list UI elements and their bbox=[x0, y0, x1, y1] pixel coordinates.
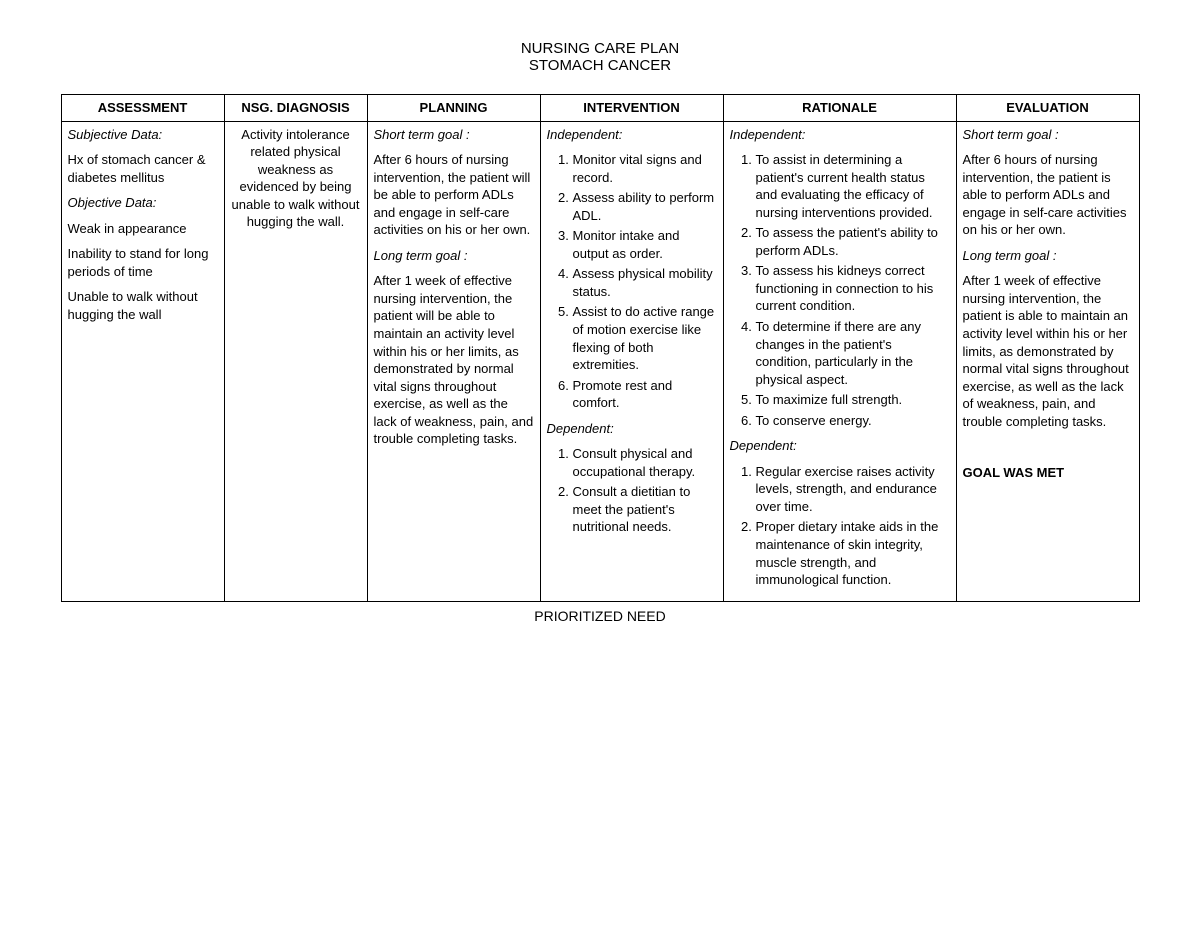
footer-label: PRIORITIZED NEED bbox=[20, 608, 1180, 624]
objective-label: Objective Data: bbox=[68, 194, 218, 212]
title-line2: STOMACH CANCER bbox=[20, 57, 1180, 74]
list-item: Regular exercise raises activity levels,… bbox=[756, 463, 950, 516]
list-item: To assess the patient's ability to perfo… bbox=[756, 224, 950, 259]
planning-short-text: After 6 hours of nursing intervention, t… bbox=[374, 151, 534, 239]
diagnosis-text: Activity intolerance related physical we… bbox=[232, 127, 360, 230]
intervention-dep-label: Dependent: bbox=[547, 420, 717, 438]
intervention-indep-label: Independent: bbox=[547, 126, 717, 144]
evaluation-long-text: After 1 week of effective nursing interv… bbox=[963, 272, 1133, 430]
header-intervention: INTERVENTION bbox=[540, 95, 723, 122]
objective-item: Weak in appearance bbox=[68, 220, 218, 238]
rationale-indep-label: Independent: bbox=[730, 126, 950, 144]
table-row: Subjective Data: Hx of stomach cancer & … bbox=[61, 121, 1139, 601]
cell-diagnosis: Activity intolerance related physical we… bbox=[224, 121, 367, 601]
list-item: Consult a dietitian to meet the patient'… bbox=[573, 483, 717, 536]
evaluation-long-label: Long term goal : bbox=[963, 247, 1133, 265]
rationale-dep-label: Dependent: bbox=[730, 437, 950, 455]
intervention-indep-list: Monitor vital signs and record. Assess a… bbox=[547, 151, 717, 412]
list-item: To determine if there are any changes in… bbox=[756, 318, 950, 388]
list-item: To maximize full strength. bbox=[756, 391, 950, 409]
header-planning: PLANNING bbox=[367, 95, 540, 122]
objective-item: Inability to stand for long periods of t… bbox=[68, 245, 218, 280]
list-item: Proper dietary intake aids in the mainte… bbox=[756, 518, 950, 588]
header-rationale: RATIONALE bbox=[723, 95, 956, 122]
title-line1: NURSING CARE PLAN bbox=[20, 40, 1180, 57]
cell-intervention: Independent: Monitor vital signs and rec… bbox=[540, 121, 723, 601]
planning-long-label: Long term goal : bbox=[374, 247, 534, 265]
evaluation-short-label: Short term goal : bbox=[963, 126, 1133, 144]
list-item: Assist to do active range of motion exer… bbox=[573, 303, 717, 373]
evaluation-short-text: After 6 hours of nursing intervention, t… bbox=[963, 151, 1133, 239]
list-item: Consult physical and occupational therap… bbox=[573, 445, 717, 480]
rationale-dep-list: Regular exercise raises activity levels,… bbox=[730, 463, 950, 589]
list-item: Monitor intake and output as order. bbox=[573, 227, 717, 262]
care-plan-table: ASSESSMENT NSG. DIAGNOSIS PLANNING INTER… bbox=[61, 94, 1140, 602]
table-header-row: ASSESSMENT NSG. DIAGNOSIS PLANNING INTER… bbox=[61, 95, 1139, 122]
cell-planning: Short term goal : After 6 hours of nursi… bbox=[367, 121, 540, 601]
rationale-indep-list: To assist in determining a patient's cur… bbox=[730, 151, 950, 429]
subjective-label: Subjective Data: bbox=[68, 126, 218, 144]
header-evaluation: EVALUATION bbox=[956, 95, 1139, 122]
list-item: Assess physical mobility status. bbox=[573, 265, 717, 300]
subjective-text: Hx of stomach cancer & diabetes mellitus bbox=[68, 151, 218, 186]
planning-short-label: Short term goal : bbox=[374, 126, 534, 144]
document-title: NURSING CARE PLAN STOMACH CANCER bbox=[20, 40, 1180, 74]
list-item: To assist in determining a patient's cur… bbox=[756, 151, 950, 221]
cell-assessment: Subjective Data: Hx of stomach cancer & … bbox=[61, 121, 224, 601]
header-diagnosis: NSG. DIAGNOSIS bbox=[224, 95, 367, 122]
list-item: Monitor vital signs and record. bbox=[573, 151, 717, 186]
list-item: Promote rest and comfort. bbox=[573, 377, 717, 412]
evaluation-result: GOAL WAS MET bbox=[963, 464, 1133, 482]
list-item: Assess ability to perform ADL. bbox=[573, 189, 717, 224]
header-assessment: ASSESSMENT bbox=[61, 95, 224, 122]
planning-long-text: After 1 week of effective nursing interv… bbox=[374, 272, 534, 447]
list-item: To conserve energy. bbox=[756, 412, 950, 430]
intervention-dep-list: Consult physical and occupational therap… bbox=[547, 445, 717, 536]
list-item: To assess his kidneys correct functionin… bbox=[756, 262, 950, 315]
cell-evaluation: Short term goal : After 6 hours of nursi… bbox=[956, 121, 1139, 601]
cell-rationale: Independent: To assist in determining a … bbox=[723, 121, 956, 601]
objective-item: Unable to walk without hugging the wall bbox=[68, 288, 218, 323]
